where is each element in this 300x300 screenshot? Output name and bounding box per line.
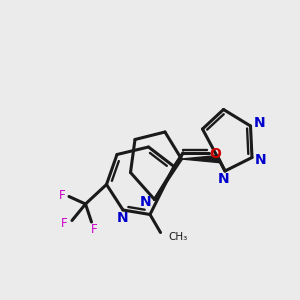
Text: O: O (209, 148, 221, 161)
Text: CH₃: CH₃ (168, 232, 187, 242)
Text: N: N (254, 116, 265, 130)
Text: F: F (59, 188, 66, 202)
Polygon shape (182, 155, 219, 163)
Text: N: N (140, 196, 151, 209)
Text: F: F (61, 217, 68, 230)
Text: N: N (255, 154, 267, 167)
Text: F: F (91, 223, 98, 236)
Text: N: N (218, 172, 229, 186)
Text: N: N (117, 212, 128, 225)
